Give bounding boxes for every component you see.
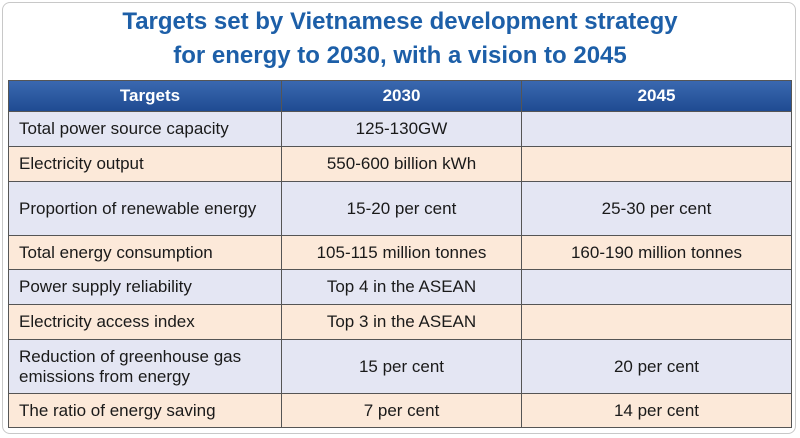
- cell-text: 160-190 million tonnes: [570, 242, 743, 262]
- cell-text: 125-130GW: [355, 119, 448, 138]
- table-cell: 105-115 million tonnes: [282, 236, 522, 270]
- cell-text: Proportion of renewable energy: [19, 198, 257, 218]
- table-cell: The ratio of energy saving: [8, 394, 282, 428]
- table-cell: [522, 305, 792, 340]
- cell-text: 15-20 per cent: [346, 198, 457, 218]
- table-cell: Electricity output: [8, 147, 282, 182]
- cell-text: Electricity access index: [19, 312, 195, 331]
- title-line: Targets set by Vietnamese development st…: [122, 8, 678, 35]
- frame: [2, 2, 796, 434]
- cell-text: Top 3 in the ASEAN: [326, 312, 477, 331]
- cell-text: 550-600 billion kWh: [326, 154, 477, 173]
- table-cell: 25-30 per cent: [522, 182, 792, 236]
- cell-text: The ratio of energy saving: [19, 400, 216, 420]
- cell-text: Power supply reliability: [19, 277, 192, 296]
- table-cell: [522, 270, 792, 305]
- cell-text: Reduction of greenhouse gas emissions fr…: [19, 346, 242, 386]
- table-cell: Top 3 in the ASEAN: [282, 305, 522, 340]
- table-cell: Power supply reliability: [8, 270, 282, 305]
- table-cell: Reduction of greenhouse gas emissions fr…: [8, 340, 282, 394]
- table-cell: [522, 147, 792, 182]
- table-cell: Top 4 in the ASEAN: [282, 270, 522, 305]
- cell-text: 105-115 million tonnes: [316, 242, 487, 262]
- cell-text: Total energy consumption: [19, 242, 213, 262]
- cell-text: Targets: [119, 86, 181, 105]
- table-cell: 14 per cent: [522, 394, 792, 428]
- table-cell: [522, 112, 792, 147]
- table-cell: Electricity access index: [8, 305, 282, 340]
- table-cell: 7 per cent: [282, 394, 522, 428]
- table-cell: 550-600 billion kWh: [282, 147, 522, 182]
- title-line: for energy to 2030, with a vision to 204…: [173, 42, 627, 69]
- header-cell: 2045: [522, 80, 792, 112]
- table-cell: 160-190 million tonnes: [522, 236, 792, 270]
- cell-text: Total power source capacity: [19, 119, 229, 138]
- table-cell: Total energy consumption: [8, 236, 282, 270]
- header-cell: Targets: [8, 80, 282, 112]
- cell-text: Electricity output: [19, 154, 144, 173]
- table-cell: Total power source capacity: [8, 112, 282, 147]
- table-cell: 15-20 per cent: [282, 182, 522, 236]
- cell-text: 25-30 per cent: [601, 198, 712, 218]
- cell-text: 15 per cent: [358, 356, 445, 376]
- table-cell: 125-130GW: [282, 112, 522, 147]
- table-cell: Proportion of renewable energy: [8, 182, 282, 236]
- cell-text: 2030: [382, 86, 421, 105]
- cell-text: 2045: [637, 86, 676, 105]
- cell-text: Top 4 in the ASEAN: [326, 277, 477, 296]
- cell-text: 14 per cent: [613, 400, 700, 420]
- cell-text: 7 per cent: [363, 400, 440, 420]
- table-cell: 15 per cent: [282, 340, 522, 394]
- cell-text: 20 per cent: [613, 356, 700, 376]
- header-cell: 2030: [282, 80, 522, 112]
- table-cell: 20 per cent: [522, 340, 792, 394]
